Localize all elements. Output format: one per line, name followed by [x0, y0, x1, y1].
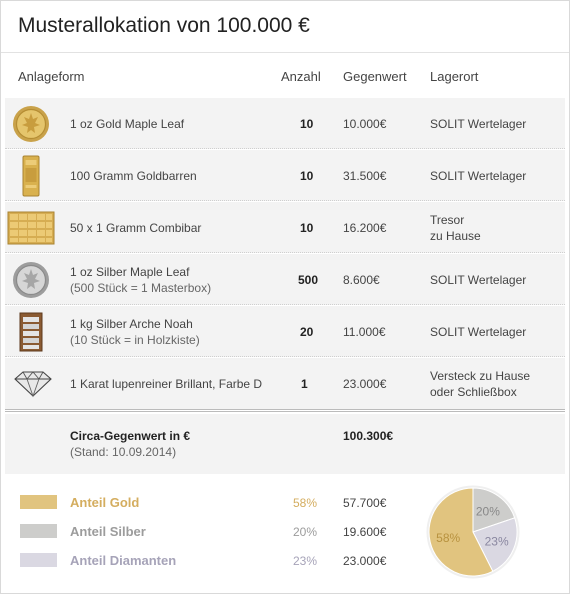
table-row: 1 oz Silber Maple Leaf (500 Stück = 1 Ma…	[5, 253, 565, 305]
product-note: (10 Stück = in Holzkiste)	[70, 333, 200, 347]
title-divider	[1, 52, 569, 53]
quantity: 500	[298, 273, 319, 287]
legend-swatch-gold	[20, 495, 57, 509]
value: 11.000€	[343, 325, 386, 339]
allocation-pie-chart: 20% 23% 58%	[426, 485, 520, 579]
quantity: 20	[300, 325, 314, 339]
location: SOLIT Wertelager	[430, 325, 527, 339]
location: SOLIT Wertelager	[430, 169, 527, 183]
table-row: 1 kg Silber Arche Noah (10 Stück = in Ho…	[5, 305, 565, 357]
gold-bar-icon	[22, 155, 40, 197]
table-row: 1 oz Gold Maple Leaf 10 10.000€ SOLIT We…	[5, 97, 565, 149]
header-gegenwert: Gegenwert	[343, 69, 407, 84]
location: SOLIT Wertelager	[430, 273, 527, 287]
legend-pct-diamonds: 23%	[293, 554, 318, 568]
header-lagerort: Lagerort	[430, 69, 479, 84]
quantity: 10	[300, 221, 314, 235]
diamond-icon	[14, 371, 52, 398]
product-name: 1 kg Silber Arche Noah	[70, 317, 193, 331]
silver-box-icon	[19, 312, 43, 352]
silver-coin-icon	[13, 262, 49, 298]
value: 23.000€	[343, 377, 387, 391]
total-divider	[5, 409, 565, 412]
page-title: Musterallokation von 100.000 €	[18, 14, 310, 37]
product-name: 100 Gramm Goldbarren	[70, 169, 197, 183]
pie-label-diamonds: 23%	[485, 535, 509, 549]
table-row: 50 x 1 Gramm Combibar 10 16.200€ Tresor …	[5, 201, 565, 253]
quantity: 10	[300, 117, 314, 131]
legend-swatch-silver	[20, 524, 57, 538]
pie-label-silver: 20%	[476, 504, 500, 518]
table-row: 100 Gramm Goldbarren 10 31.500€ SOLIT We…	[5, 149, 565, 201]
legend-value-gold: 57.700€	[343, 496, 387, 510]
value: 10.000€	[343, 117, 387, 131]
summary-row: Circa-Gegenwert in € (Stand: 10.09.2014)…	[5, 414, 565, 474]
product-note: (500 Stück = 1 Masterbox)	[70, 281, 212, 295]
legend-value-silver: 19.600€	[343, 525, 387, 539]
header-anzahl: Anzahl	[281, 69, 321, 84]
pie-slice-gold	[428, 487, 494, 577]
summary-date: (Stand: 10.09.2014)	[70, 445, 177, 459]
product-name: 1 Karat lupenreiner Brillant, Farbe D	[70, 377, 263, 391]
legend-pct-gold: 58%	[293, 496, 318, 510]
legend-label-diamonds: Anteil Diamanten	[70, 553, 177, 568]
legend-value-diamonds: 23.000€	[343, 554, 387, 568]
legend-pct-silver: 20%	[293, 525, 318, 539]
location: Tresor	[430, 213, 465, 227]
product-name: 50 x 1 Gramm Combibar	[70, 221, 202, 235]
location-line2: oder Schließbox	[430, 385, 517, 399]
header-anlageform: Anlageform	[18, 69, 85, 84]
location: Versteck zu Hause	[430, 369, 531, 383]
combibar-icon	[7, 211, 55, 245]
pie-label-gold: 58%	[436, 531, 460, 545]
legend-swatch-diamonds	[20, 553, 57, 567]
quantity: 10	[300, 169, 314, 183]
table-row: 1 Karat lupenreiner Brillant, Farbe D 1 …	[5, 357, 565, 409]
product-name: 1 oz Silber Maple Leaf	[70, 265, 190, 279]
legend-label-gold: Anteil Gold	[70, 495, 140, 510]
value: 31.500€	[343, 169, 387, 183]
value: 8.600€	[343, 273, 380, 287]
value: 16.200€	[343, 221, 387, 235]
product-name: 1 oz Gold Maple Leaf	[70, 117, 185, 131]
location-line2: zu Hause	[430, 229, 481, 243]
gold-coin-icon	[13, 106, 49, 142]
location: SOLIT Wertelager	[430, 117, 527, 131]
pie-slice-diamonds	[472, 517, 518, 572]
summary-total: 100.300€	[343, 429, 394, 443]
legend-label-silver: Anteil Silber	[70, 524, 146, 539]
summary-label: Circa-Gegenwert in €	[70, 429, 191, 443]
quantity: 1	[301, 377, 308, 391]
